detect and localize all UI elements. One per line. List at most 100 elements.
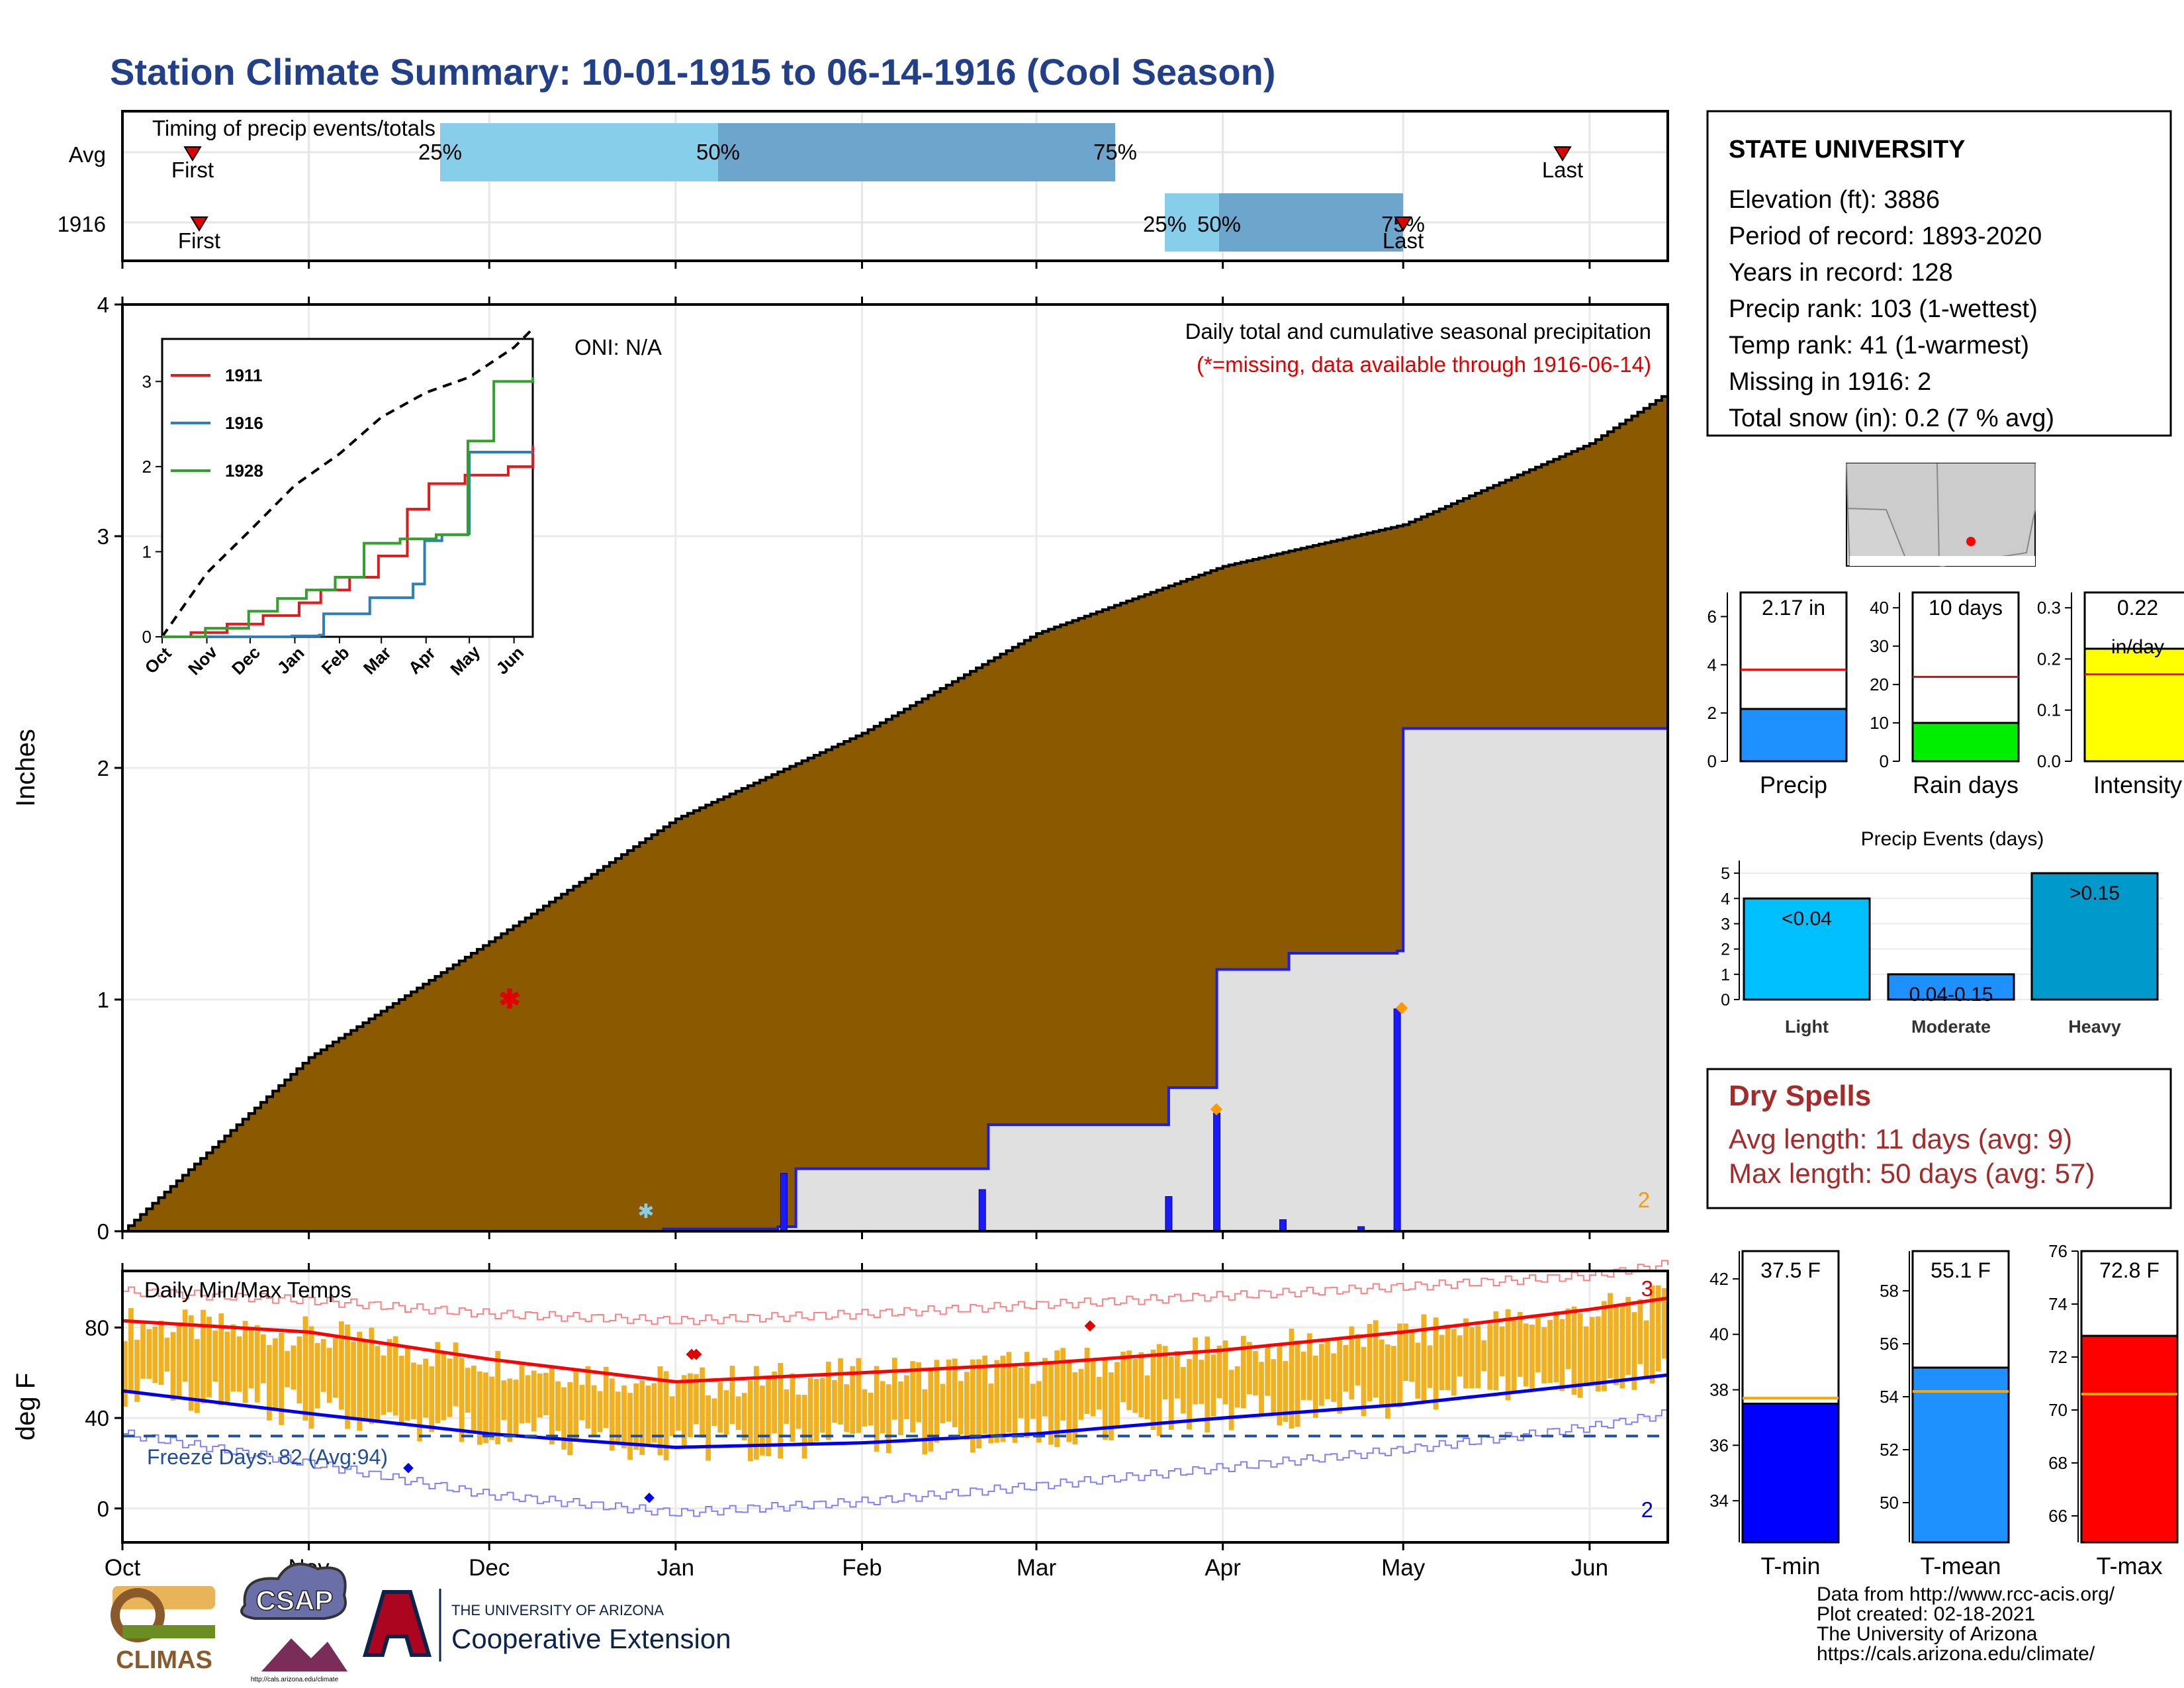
x-tick-label: Jan: [657, 1555, 694, 1581]
daily-precip-bar: [1279, 1219, 1287, 1232]
temp-day-bar: [807, 1378, 813, 1446]
temp-day-bar: [206, 1317, 212, 1397]
temp-day-bar: [639, 1380, 645, 1455]
dry-spells-frame: [1706, 1068, 2172, 1209]
record-min-line: [122, 1409, 1668, 1517]
temp-day-bar: [1271, 1359, 1277, 1413]
temp-day-bar: [585, 1366, 591, 1429]
yr-p50-label: 50%: [1197, 212, 1241, 236]
record-high-count: 3: [1641, 1276, 1653, 1301]
temp-day-bar: [1234, 1366, 1240, 1408]
temp-summary-value: 72.8 F: [2099, 1258, 2160, 1282]
temp-summary-fill: [1741, 1402, 1840, 1544]
temp-day-bar: [1222, 1340, 1228, 1405]
temp-day-bar: [1517, 1312, 1523, 1377]
temp-day-bar: [525, 1375, 531, 1423]
yr-last-marker: [1394, 216, 1412, 232]
mini-bar-tick-label: 0: [1880, 751, 1889, 771]
temp-day-bar: [260, 1334, 266, 1383]
inset-y-tick-label: 0: [142, 627, 152, 647]
temp-day-bar: [1457, 1335, 1463, 1377]
temp-day-bar: [1619, 1304, 1625, 1389]
temp-day-bar: [1247, 1342, 1252, 1395]
temp-day-bar: [1499, 1326, 1505, 1376]
temp-day-bar: [705, 1395, 711, 1461]
temp-day-bar: [1193, 1337, 1198, 1405]
temp-day-bar: [1078, 1369, 1084, 1420]
avg-last-marker: [1553, 146, 1572, 162]
temp-day-bar: [1602, 1301, 1607, 1391]
temp-day-bar: [417, 1364, 422, 1442]
temp-panel-title: Daily Min/Max Temps: [144, 1278, 351, 1302]
mini-bar-tick-label: 0.3: [2037, 598, 2061, 618]
csap-mountain-icon: [261, 1638, 347, 1671]
temp-day-bar: [398, 1356, 404, 1425]
temp-day-bar: [766, 1377, 771, 1456]
temp-day-bar: [1210, 1354, 1216, 1417]
year-cumulative-area: [122, 727, 1669, 1233]
temp-day-bar: [1325, 1338, 1330, 1399]
avg-last-label: Last: [1542, 158, 1583, 182]
temp-day-bar: [567, 1382, 573, 1456]
temp-day-bar: [188, 1315, 194, 1411]
station-location-icon: [1966, 537, 1976, 546]
precip-y-label: Inches: [11, 729, 40, 807]
mini-bar-tick-label: 40: [1870, 598, 1889, 618]
daily-max-marker: [1395, 1002, 1408, 1014]
temp-day-bar: [128, 1308, 134, 1394]
temp-day-bar: [1319, 1344, 1324, 1406]
record-max-line: [122, 1260, 1668, 1325]
temp-day-bar: [1277, 1344, 1283, 1426]
inset-y-tick-label: 1: [142, 541, 152, 561]
temp-day-bar: [543, 1372, 549, 1415]
temp-day-bar: [813, 1379, 819, 1442]
temp-y-tick-label: 0: [97, 1497, 109, 1521]
temp-day-bar: [405, 1348, 410, 1421]
temp-day-bar: [495, 1350, 501, 1444]
temp-day-bar: [778, 1363, 784, 1459]
temp-day-bar: [152, 1326, 158, 1383]
temp-day-bar: [1451, 1329, 1457, 1396]
yr-first-label: First: [178, 228, 220, 253]
temp-day-bar: [1565, 1308, 1571, 1370]
events-y-tick-label: 3: [1721, 915, 1730, 933]
temp-day-bar: [537, 1373, 543, 1418]
temp-day-bar: [489, 1376, 494, 1440]
temp-day-bar: [1306, 1333, 1312, 1401]
precip-y-tick-label: 0: [97, 1219, 109, 1244]
events-bar-label: Heavy: [2068, 1017, 2121, 1037]
temp-day-bar: [1168, 1356, 1174, 1430]
temp-day-bar: [1018, 1367, 1024, 1419]
temp-y-tick-label: 80: [85, 1315, 109, 1340]
temp-day-bar: [1415, 1342, 1421, 1399]
temp-day-bar: [832, 1380, 837, 1423]
temp-day-bar: [1000, 1356, 1006, 1442]
daily-precip-bar: [1165, 1196, 1173, 1232]
temp-day-bar: [603, 1366, 609, 1429]
temp-day-bar: [1553, 1311, 1559, 1383]
events-bar: [2030, 872, 2159, 1001]
temp-day-bar: [633, 1383, 639, 1450]
temp-day-bar: [1090, 1360, 1096, 1417]
temp-day-bar: [122, 1340, 128, 1407]
precip-y-tick-label: 3: [97, 524, 109, 549]
temp-day-bar: [477, 1371, 482, 1445]
inset-y-tick-label: 3: [142, 371, 152, 391]
temp-day-bar: [609, 1378, 615, 1451]
footer: CLIMAS CSAP http://cals.arizona.edu/clim…: [111, 1562, 2115, 1683]
ua-a-icon: [362, 1590, 432, 1657]
temp-day-bar: [826, 1362, 831, 1440]
temp-day-bar: [922, 1389, 928, 1455]
temp-day-bar: [1187, 1359, 1192, 1430]
daily-precip-bar: [1393, 1008, 1401, 1232]
avg-first-label: First: [171, 158, 214, 182]
temp-day-bar: [1283, 1361, 1289, 1422]
map-outside-area: [1850, 556, 2035, 566]
temp-day-bar: [1109, 1372, 1114, 1441]
timing-row-avg: Avg: [69, 142, 106, 167]
temp-day-bar: [1162, 1346, 1168, 1400]
temp-day-bar: [1547, 1320, 1553, 1383]
temp-day-bar: [429, 1366, 435, 1432]
temp-day-bar: [651, 1383, 657, 1443]
temp-summary-bars: 34 36 38 40 42 37.5 F T-min 50 52 54 56 58 55.1 F T-m…: [1709, 1241, 2179, 1579]
